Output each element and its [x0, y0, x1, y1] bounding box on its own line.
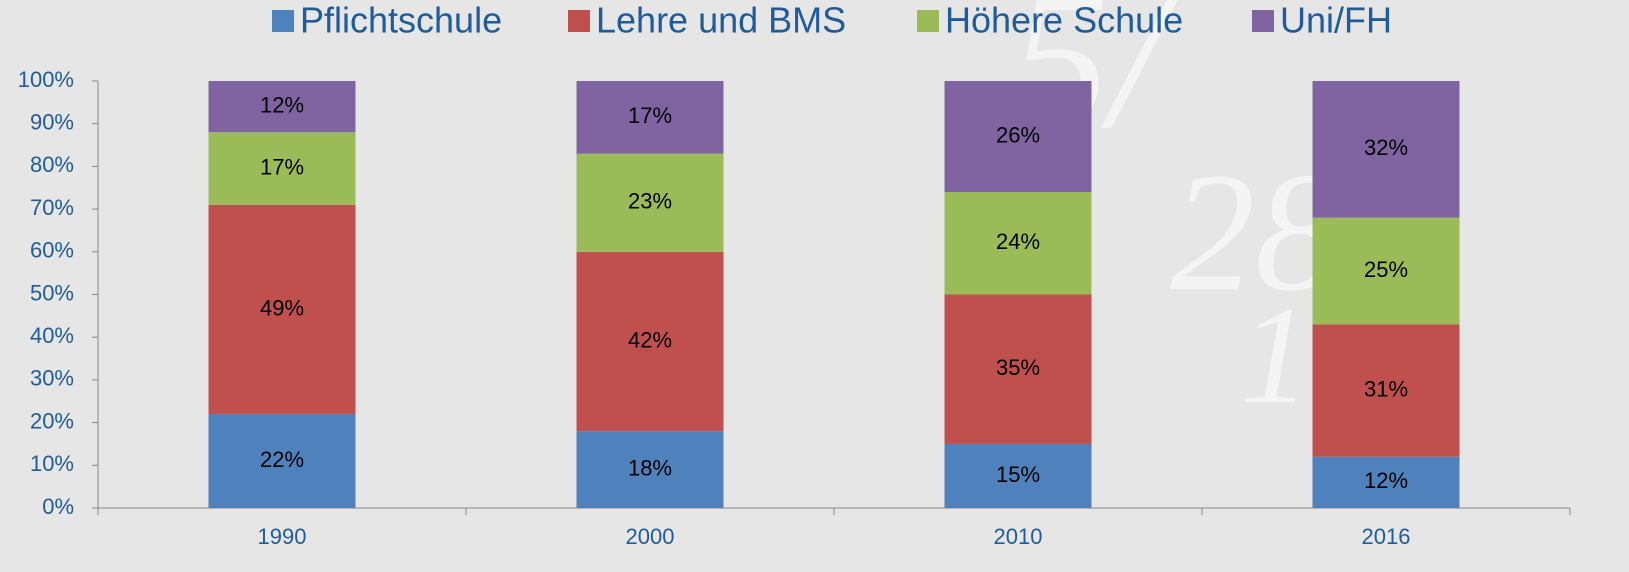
- y-tick-label: 10%: [30, 451, 74, 476]
- x-tick-label: 2016: [1362, 524, 1411, 549]
- value-label: 15%: [996, 462, 1040, 487]
- value-label: 42%: [628, 327, 672, 352]
- value-label: 23%: [628, 189, 672, 214]
- legend-label: Pflichtschule: [300, 0, 502, 41]
- x-tick-label: 2000: [626, 524, 675, 549]
- y-tick-label: 90%: [30, 110, 74, 135]
- y-tick-label: 60%: [30, 238, 74, 263]
- legend-swatch: [917, 10, 939, 32]
- y-tick-label: 30%: [30, 366, 74, 391]
- value-label: 22%: [260, 447, 304, 472]
- x-tick-label: 1990: [258, 524, 307, 549]
- value-label: 31%: [1364, 376, 1408, 401]
- value-label: 18%: [628, 455, 672, 480]
- legend-swatch: [1252, 10, 1274, 32]
- legend-swatch: [568, 10, 590, 32]
- value-label: 24%: [996, 229, 1040, 254]
- value-label: 25%: [1364, 257, 1408, 282]
- y-tick-label: 50%: [30, 280, 74, 305]
- value-label: 12%: [1364, 468, 1408, 493]
- value-label: 12%: [260, 92, 304, 117]
- y-tick-label: 100%: [18, 67, 74, 92]
- value-label: 17%: [628, 103, 672, 128]
- value-label: 49%: [260, 295, 304, 320]
- svg-text:1: 1: [1240, 278, 1310, 433]
- value-label: 26%: [996, 122, 1040, 147]
- value-label: 17%: [260, 154, 304, 179]
- legend-swatch: [272, 10, 294, 32]
- legend-label: Höhere Schule: [945, 0, 1183, 41]
- x-tick-label: 2010: [994, 524, 1043, 549]
- legend-label: Lehre und BMS: [596, 0, 846, 41]
- y-tick-label: 20%: [30, 408, 74, 433]
- value-label: 35%: [996, 355, 1040, 380]
- y-tick-label: 40%: [30, 323, 74, 348]
- y-tick-label: 80%: [30, 152, 74, 177]
- chart: 28 1 5/ 0%10%20%30%40%50%60%70%80%90%100…: [0, 0, 1629, 572]
- value-label: 32%: [1364, 135, 1408, 160]
- y-tick-label: 0%: [42, 494, 74, 519]
- y-tick-label: 70%: [30, 195, 74, 220]
- legend-label: Uni/FH: [1280, 0, 1392, 41]
